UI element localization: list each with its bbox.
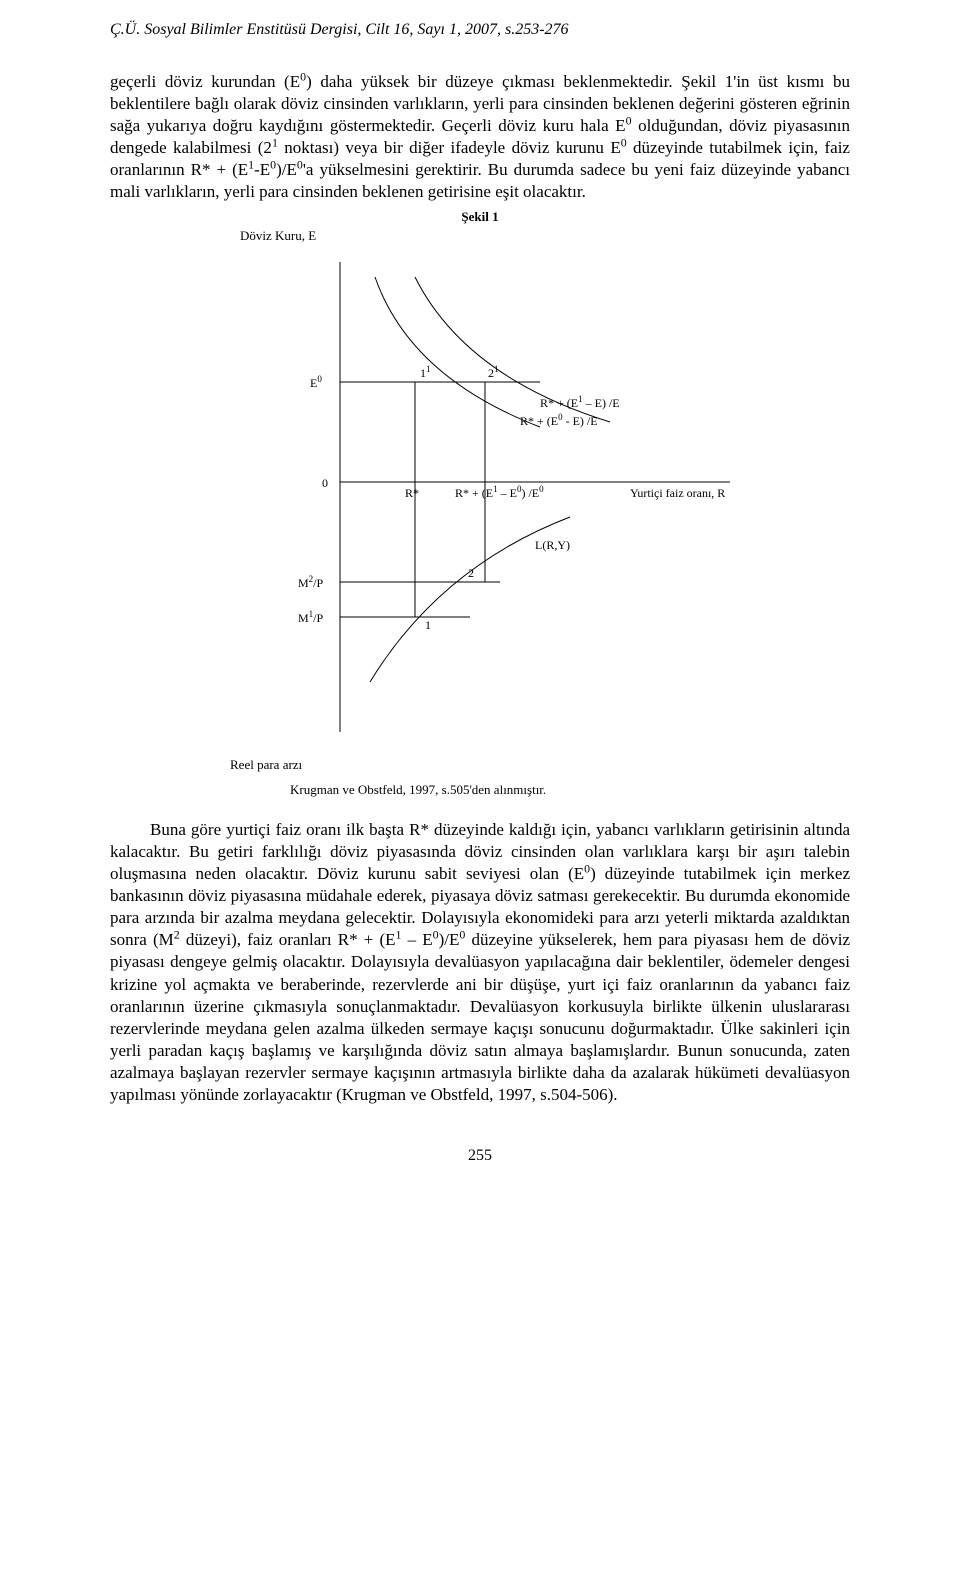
figure-title: Şekil 1 <box>110 209 850 226</box>
journal-header: Ç.Ü. Sosyal Bilimler Enstitüsü Dergisi, … <box>110 20 850 41</box>
curve-1 <box>375 277 540 427</box>
figure-diagram: E0 11 21 R* + (E1 – E) /E R* + (E0 - E) … <box>210 247 750 747</box>
page-number: 255 <box>110 1146 850 1167</box>
rexpr-label: R* + (E1 – E0) /E0 <box>455 484 544 500</box>
paragraph-2: Buna göre yurtiçi faiz oranı ilk başta R… <box>110 819 850 1106</box>
curve2-label: R* + (E1 – E) /E <box>540 394 620 410</box>
m1p-label: M1/P <box>298 609 324 625</box>
pt-2-1: 21 <box>488 364 499 380</box>
paragraph-1: geçerli döviz kurundan (E0) daha yüksek … <box>110 71 850 204</box>
y-axis-label-top: Döviz Kuru, E <box>240 228 850 245</box>
m2p-label: M2/P <box>298 574 324 590</box>
reel-para-arzi: Reel para arzı <box>230 757 850 774</box>
p1-t6: -E <box>254 160 270 179</box>
curve1-label: R* + (E0 - E) /E <box>520 412 598 428</box>
p1-t1: geçerli döviz kurundan (E <box>110 72 300 91</box>
p2-t3: düzeyi), faiz oranları R* + (E <box>180 930 396 949</box>
e0-label: E0 <box>310 374 322 390</box>
pt-1-1: 11 <box>420 364 431 380</box>
p2-t6: düzeyine yükselerek, hem para piyasası h… <box>110 930 850 1104</box>
p2-t5: )/E <box>439 930 460 949</box>
lry-label: L(R,Y) <box>535 538 570 552</box>
origin-zero: 0 <box>322 476 328 490</box>
pt-2: 2 <box>468 566 474 580</box>
p1-t7: )/E <box>276 160 297 179</box>
p1-t4: noktası) veya bir diğer ifadeyle döviz k… <box>278 138 621 157</box>
x-axis-label: Yurtiçi faiz oranı, R <box>630 486 725 500</box>
p2-t4: – E <box>401 930 432 949</box>
figure-1: Şekil 1 Döviz Kuru, E E0 11 21 R* + (E1 … <box>110 209 850 799</box>
pt-1: 1 <box>425 618 431 632</box>
figure-caption: Krugman ve Obstfeld, 1997, s.505'den alı… <box>290 782 850 799</box>
rstar-label: R* <box>405 486 419 500</box>
